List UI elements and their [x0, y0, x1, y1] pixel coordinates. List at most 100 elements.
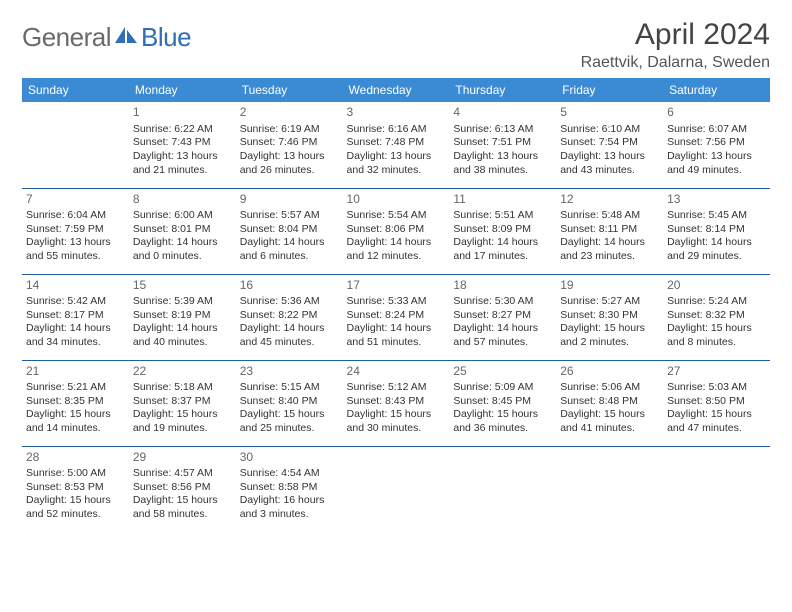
daylight-line: Daylight: 14 hours and 6 minutes. [240, 236, 339, 263]
sunset-line: Sunset: 8:37 PM [133, 395, 232, 409]
sunrise-line: Sunrise: 6:22 AM [133, 123, 232, 137]
daylight-line: Daylight: 14 hours and 34 minutes. [26, 322, 125, 349]
sunrise-line: Sunrise: 6:04 AM [26, 209, 125, 223]
calendar-cell: 27Sunrise: 5:03 AMSunset: 8:50 PMDayligh… [663, 360, 770, 446]
calendar-cell: 24Sunrise: 5:12 AMSunset: 8:43 PMDayligh… [343, 360, 450, 446]
daylight-line: Daylight: 13 hours and 43 minutes. [560, 150, 659, 177]
sunrise-line: Sunrise: 5:24 AM [667, 295, 766, 309]
calendar-cell: 14Sunrise: 5:42 AMSunset: 8:17 PMDayligh… [22, 274, 129, 360]
sunset-line: Sunset: 8:30 PM [560, 309, 659, 323]
sunrise-line: Sunrise: 5:54 AM [347, 209, 446, 223]
daylight-line: Daylight: 15 hours and 14 minutes. [26, 408, 125, 435]
daylight-line: Daylight: 16 hours and 3 minutes. [240, 494, 339, 521]
sunset-line: Sunset: 8:06 PM [347, 223, 446, 237]
title-block: April 2024 Raettvik, Dalarna, Sweden [581, 18, 770, 72]
sunset-line: Sunset: 8:43 PM [347, 395, 446, 409]
calendar-cell [556, 446, 663, 532]
sunset-line: Sunset: 7:51 PM [453, 136, 552, 150]
day-number: 20 [667, 278, 766, 294]
calendar-cell [663, 446, 770, 532]
daylight-line: Daylight: 14 hours and 17 minutes. [453, 236, 552, 263]
sunrise-line: Sunrise: 5:12 AM [347, 381, 446, 395]
daylight-line: Daylight: 14 hours and 40 minutes. [133, 322, 232, 349]
dow-saturday: Saturday [663, 78, 770, 102]
calendar-cell: 15Sunrise: 5:39 AMSunset: 8:19 PMDayligh… [129, 274, 236, 360]
sunset-line: Sunset: 8:27 PM [453, 309, 552, 323]
sunrise-line: Sunrise: 4:57 AM [133, 467, 232, 481]
sunrise-line: Sunrise: 5:27 AM [560, 295, 659, 309]
calendar-cell: 6Sunrise: 6:07 AMSunset: 7:56 PMDaylight… [663, 102, 770, 188]
logo-text-general: General [22, 22, 111, 53]
calendar-cell: 5Sunrise: 6:10 AMSunset: 7:54 PMDaylight… [556, 102, 663, 188]
daylight-line: Daylight: 14 hours and 45 minutes. [240, 322, 339, 349]
sunrise-line: Sunrise: 5:48 AM [560, 209, 659, 223]
day-number: 28 [26, 450, 125, 466]
calendar-cell: 16Sunrise: 5:36 AMSunset: 8:22 PMDayligh… [236, 274, 343, 360]
calendar-cell: 4Sunrise: 6:13 AMSunset: 7:51 PMDaylight… [449, 102, 556, 188]
sunset-line: Sunset: 8:56 PM [133, 481, 232, 495]
sunset-line: Sunset: 7:46 PM [240, 136, 339, 150]
daylight-line: Daylight: 15 hours and 2 minutes. [560, 322, 659, 349]
sunrise-line: Sunrise: 5:06 AM [560, 381, 659, 395]
daylight-line: Daylight: 13 hours and 21 minutes. [133, 150, 232, 177]
calendar-cell: 1Sunrise: 6:22 AMSunset: 7:43 PMDaylight… [129, 102, 236, 188]
sunset-line: Sunset: 7:43 PM [133, 136, 232, 150]
day-number: 4 [453, 105, 552, 121]
calendar-cell: 23Sunrise: 5:15 AMSunset: 8:40 PMDayligh… [236, 360, 343, 446]
sunset-line: Sunset: 8:04 PM [240, 223, 339, 237]
calendar-cell [343, 446, 450, 532]
daylight-line: Daylight: 14 hours and 0 minutes. [133, 236, 232, 263]
daylight-line: Daylight: 13 hours and 32 minutes. [347, 150, 446, 177]
dow-thursday: Thursday [449, 78, 556, 102]
daylight-line: Daylight: 13 hours and 49 minutes. [667, 150, 766, 177]
sunset-line: Sunset: 8:19 PM [133, 309, 232, 323]
calendar-cell: 10Sunrise: 5:54 AMSunset: 8:06 PMDayligh… [343, 188, 450, 274]
sunrise-line: Sunrise: 5:51 AM [453, 209, 552, 223]
sunset-line: Sunset: 8:09 PM [453, 223, 552, 237]
dow-tuesday: Tuesday [236, 78, 343, 102]
day-number: 7 [26, 192, 125, 208]
sunset-line: Sunset: 7:56 PM [667, 136, 766, 150]
daylight-line: Daylight: 14 hours and 12 minutes. [347, 236, 446, 263]
calendar-cell: 17Sunrise: 5:33 AMSunset: 8:24 PMDayligh… [343, 274, 450, 360]
daylight-line: Daylight: 15 hours and 25 minutes. [240, 408, 339, 435]
calendar-cell: 19Sunrise: 5:27 AMSunset: 8:30 PMDayligh… [556, 274, 663, 360]
day-number: 3 [347, 105, 446, 121]
calendar-week-row: 14Sunrise: 5:42 AMSunset: 8:17 PMDayligh… [22, 274, 770, 360]
header: General Blue April 2024 Raettvik, Dalarn… [22, 18, 770, 72]
daylight-line: Daylight: 13 hours and 26 minutes. [240, 150, 339, 177]
day-number: 2 [240, 105, 339, 121]
sunrise-line: Sunrise: 6:13 AM [453, 123, 552, 137]
day-number: 13 [667, 192, 766, 208]
sunset-line: Sunset: 8:01 PM [133, 223, 232, 237]
daylight-line: Daylight: 13 hours and 55 minutes. [26, 236, 125, 263]
calendar-cell [22, 102, 129, 188]
day-number: 24 [347, 364, 446, 380]
sunrise-line: Sunrise: 6:10 AM [560, 123, 659, 137]
day-number: 6 [667, 105, 766, 121]
sunrise-line: Sunrise: 5:39 AM [133, 295, 232, 309]
day-of-week-row: Sunday Monday Tuesday Wednesday Thursday… [22, 78, 770, 102]
day-number: 22 [133, 364, 232, 380]
dow-wednesday: Wednesday [343, 78, 450, 102]
sunrise-line: Sunrise: 5:15 AM [240, 381, 339, 395]
sunrise-line: Sunrise: 5:33 AM [347, 295, 446, 309]
sunset-line: Sunset: 7:59 PM [26, 223, 125, 237]
sunset-line: Sunset: 7:48 PM [347, 136, 446, 150]
daylight-line: Daylight: 14 hours and 23 minutes. [560, 236, 659, 263]
sunrise-line: Sunrise: 5:00 AM [26, 467, 125, 481]
sunrise-line: Sunrise: 5:09 AM [453, 381, 552, 395]
calendar-week-row: 1Sunrise: 6:22 AMSunset: 7:43 PMDaylight… [22, 102, 770, 188]
daylight-line: Daylight: 14 hours and 29 minutes. [667, 236, 766, 263]
day-number: 19 [560, 278, 659, 294]
calendar-cell: 29Sunrise: 4:57 AMSunset: 8:56 PMDayligh… [129, 446, 236, 532]
daylight-line: Daylight: 14 hours and 57 minutes. [453, 322, 552, 349]
sunset-line: Sunset: 8:45 PM [453, 395, 552, 409]
day-number: 9 [240, 192, 339, 208]
page-title: April 2024 [581, 18, 770, 52]
calendar-cell: 3Sunrise: 6:16 AMSunset: 7:48 PMDaylight… [343, 102, 450, 188]
calendar-cell: 25Sunrise: 5:09 AMSunset: 8:45 PMDayligh… [449, 360, 556, 446]
sunset-line: Sunset: 8:48 PM [560, 395, 659, 409]
sunrise-line: Sunrise: 5:36 AM [240, 295, 339, 309]
sunrise-line: Sunrise: 4:54 AM [240, 467, 339, 481]
